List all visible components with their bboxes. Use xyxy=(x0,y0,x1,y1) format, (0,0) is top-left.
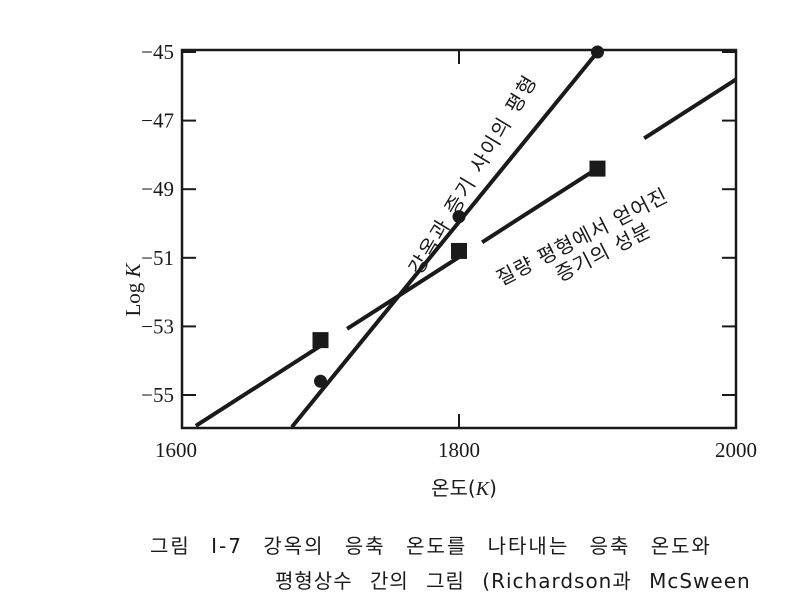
x-tick-label: 1800 xyxy=(438,438,480,462)
series-point-equilibrium-1 xyxy=(452,210,466,224)
x-axis-label: 온도(K) xyxy=(431,476,497,500)
y-tick-label: −47 xyxy=(141,109,174,133)
series-point-composition-2 xyxy=(589,160,606,177)
series-point-equilibrium-0 xyxy=(314,374,327,388)
series-line-composition-segment-3 xyxy=(643,77,738,141)
x-tick-label: 1600 xyxy=(155,438,197,462)
series-point-composition-0 xyxy=(312,332,329,349)
series-layer xyxy=(194,45,738,428)
y-tick-label: −51 xyxy=(141,246,174,270)
caption-line-2: 평형상수 간의 그림 (Richardson과 McSween xyxy=(275,569,751,593)
chart-canvas: −45 −47 −49 −51 −53 −55 1600 1800 2000 강옥과 증기 사이… xyxy=(121,40,757,500)
x-tick-label: 2000 xyxy=(715,438,757,462)
series-line-composition-segment-0 xyxy=(194,342,324,428)
series-line-equilibrium xyxy=(290,50,600,428)
figure-caption: 그림 I-7 강옥의 응축 온도를 나타내는 응축 온도와 평형상수 간의 그림… xyxy=(150,530,789,594)
y-tick-label: −53 xyxy=(141,314,174,338)
caption-line-1: 그림 I-7 강옥의 응축 온도를 나타내는 응축 온도와 xyxy=(150,534,712,558)
y-tick-label: −49 xyxy=(141,177,174,201)
y-tick-label: −55 xyxy=(141,383,174,407)
series-line-composition-segment-2 xyxy=(481,167,597,244)
y-axis-label: Log K xyxy=(121,262,145,316)
y-tick-label: −45 xyxy=(141,40,174,64)
axis-label-layer: Log K 온도(K) xyxy=(121,262,497,500)
series-point-equilibrium-2 xyxy=(591,45,604,59)
annotation-equilibrium: 강옥과 증기 사이의 평형 xyxy=(404,70,543,279)
series-point-composition-1 xyxy=(451,242,467,259)
plot-axes: −45 −47 −49 −51 −53 −55 1600 1800 2000 xyxy=(141,40,757,462)
series-line-composition-segment-1 xyxy=(346,252,465,331)
